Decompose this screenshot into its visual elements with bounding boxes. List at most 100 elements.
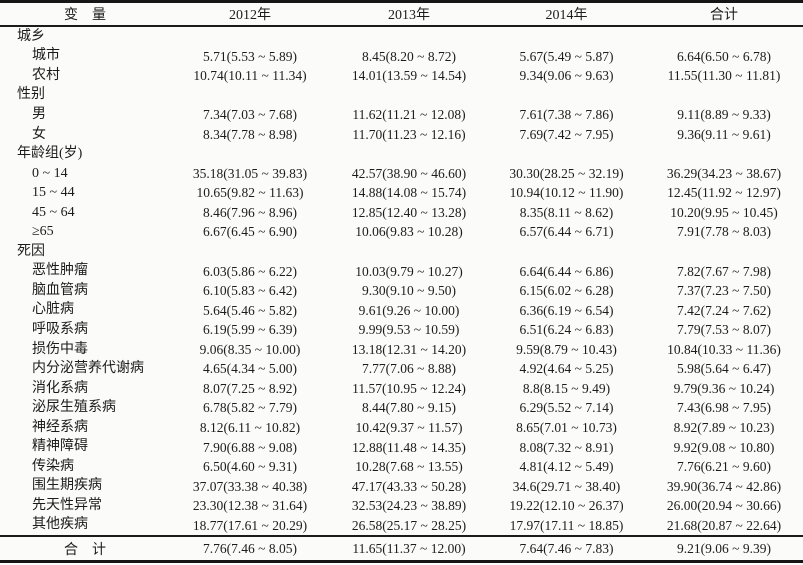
row-label: ≥65 xyxy=(32,224,54,240)
table-row: 脑血管病 6.10(5.83 ~ 6.42) 9.30(9.10 ~ 9.50) 6.… xyxy=(0,281,803,301)
value-cell-year-2013: 14.88(14.08 ~ 15.74) xyxy=(351,185,467,201)
table-header: 变 量 2012年 2013年 2014年 合计 xyxy=(0,1,803,27)
value-cell-year-2013: 26.58(25.17 ~ 28.25) xyxy=(351,517,467,533)
table-row: 性别 xyxy=(0,86,803,106)
value-cell-year-2014: 6.57(6.44 ~ 6.71) xyxy=(519,224,614,240)
value-cell-total: 9.79(9.36 ~ 10.24) xyxy=(673,380,775,396)
value-cell-year-2012: 8.34(7.78 ~ 8.98) xyxy=(203,126,297,142)
value-cell-year-2012: 6.78(5.82 ~ 7.79) xyxy=(203,400,297,416)
row-label: 脑血管病 xyxy=(32,282,88,298)
value-cell-year-2014 xyxy=(488,86,645,106)
value-cell-year-2012: 37.07(33.38 ~ 40.38) xyxy=(192,478,308,494)
value-cell-year-2014: 8.08(7.32 ~ 8.91) xyxy=(519,439,614,455)
table-row: 15 ~ 44 10.65(9.82 ~ 11.63) 14.88(14.08 ~ … xyxy=(0,183,803,203)
value-cell-year-2013: 32.53(24.23 ~ 38.89) xyxy=(351,498,467,514)
value-cell-total: 10.20(9.95 ~ 10.45) xyxy=(670,204,778,220)
row-label: 泌尿生殖系病 xyxy=(32,400,116,416)
value-cell-year-2012: 10.65(9.82 ~ 11.63) xyxy=(196,185,304,201)
value-cell-total xyxy=(645,26,803,47)
column-header-variable: 变 量 xyxy=(0,1,170,27)
value-cell-year-2012: 4.65(4.34 ~ 5.00) xyxy=(203,361,297,377)
value-cell-year-2013: 8.44(7.80 ~ 9.15) xyxy=(362,400,456,416)
value-cell-total xyxy=(645,144,803,164)
value-cell-year-2012: 6.50(4.60 ~ 9.31) xyxy=(203,459,297,475)
value-cell-year-2013: 9.61(9.26 ~ 10.00) xyxy=(358,302,460,318)
table-row: 先天性异常 23.30(12.38 ~ 31.64) 32.53(24.23 ~ 3… xyxy=(0,496,803,516)
value-cell-year-2013 xyxy=(330,26,488,47)
value-cell-year-2012: 23.30(12.38 ~ 31.64) xyxy=(192,498,308,514)
value-cell-year-2012: 5.64(5.46 ~ 5.82) xyxy=(203,302,297,318)
value-cell-year-2012: 10.74(10.11 ~ 11.34) xyxy=(193,68,307,84)
value-cell-total: 39.90(36.74 ~ 42.86) xyxy=(666,478,782,494)
row-label: 精神障碍 xyxy=(32,439,88,455)
row-label: 男 xyxy=(32,106,46,122)
value-cell-year-2013: 10.03(9.79 ~ 10.27) xyxy=(355,263,463,279)
table-row: 城乡 xyxy=(0,26,803,47)
row-label: 呼吸系病 xyxy=(32,321,88,337)
row-label: 神经系病 xyxy=(32,419,88,435)
total-value-cell-year-2012: 7.76(7.46 ~ 8.05) xyxy=(170,535,330,562)
value-cell-total: 21.68(20.87 ~ 22.64) xyxy=(666,517,782,533)
table-row: 45 ~ 64 8.46(7.96 ~ 8.96) 12.85(12.40 ~ 13… xyxy=(0,203,803,223)
value-cell-year-2012: 9.06(8.35 ~ 10.00) xyxy=(199,341,301,357)
table-row: 恶性肿瘤 6.03(5.86 ~ 6.22) 10.03(9.79 ~ 10.27)… xyxy=(0,262,803,282)
value-cell-year-2013: 13.18(12.31 ~ 14.20) xyxy=(351,341,467,357)
value-cell-year-2014: 6.51(6.24 ~ 6.83) xyxy=(519,322,614,338)
value-cell-year-2014: 6.15(6.02 ~ 6.28) xyxy=(519,283,614,299)
table-row: 内分泌营养代谢病 4.65(4.34 ~ 5.00) 7.77(7.06 ~ 8.8… xyxy=(0,359,803,379)
value-cell-year-2013: 47.17(43.33 ~ 50.28) xyxy=(351,478,467,494)
group-label: 性别 xyxy=(17,87,45,103)
value-cell-year-2012: 8.07(7.25 ~ 8.92) xyxy=(203,380,297,396)
value-cell-year-2014: 8.8(8.15 ~ 9.49) xyxy=(522,380,611,396)
value-cell-total: 9.92(9.08 ~ 10.80) xyxy=(673,439,775,455)
value-cell-year-2014: 8.65(7.01 ~ 10.73) xyxy=(516,419,617,435)
table-row: 围生期疾病 37.07(33.38 ~ 40.38) 47.17(43.33 ~ 5… xyxy=(0,477,803,497)
value-cell-total: 36.29(34.23 ~ 38.67) xyxy=(666,165,782,181)
value-cell-year-2012: 6.67(6.45 ~ 6.90) xyxy=(203,224,297,240)
value-cell-total: 9.36(9.11 ~ 9.61) xyxy=(677,126,771,142)
table-footer: 合 计 7.76(7.46 ~ 8.05) 11.65(11.37 ~ 12.00… xyxy=(0,535,803,562)
value-cell-total: 12.45(11.92 ~ 12.97) xyxy=(667,185,781,201)
value-cell-year-2014: 30.30(28.25 ~ 32.19) xyxy=(509,165,624,181)
value-cell-year-2014: 7.69(7.42 ~ 7.95) xyxy=(519,126,614,142)
row-label: 消化系病 xyxy=(32,380,88,396)
table-row: 心脏病 5.64(5.46 ~ 5.82) 9.61(9.26 ~ 10.00) 6.… xyxy=(0,301,803,321)
value-cell-year-2012: 5.71(5.53 ~ 5.89) xyxy=(203,48,297,64)
value-cell-total: 8.92(7.89 ~ 10.23) xyxy=(673,419,775,435)
row-label: 传染病 xyxy=(32,458,74,474)
value-cell-year-2013: 10.42(9.37 ~ 11.57) xyxy=(355,419,463,435)
value-cell-year-2013: 11.57(10.95 ~ 12.24) xyxy=(352,380,466,396)
value-cell-year-2012 xyxy=(170,242,330,262)
value-cell-total: 10.84(10.33 ~ 11.36) xyxy=(667,341,781,357)
value-cell-total: 11.55(11.30 ~ 11.81) xyxy=(667,68,781,84)
row-label: 农村 xyxy=(32,67,60,83)
value-cell-total: 7.37(7.23 ~ 7.50) xyxy=(677,283,771,299)
total-row-label: 合 计 xyxy=(0,535,170,562)
value-cell-year-2012: 6.19(5.99 ~ 6.39) xyxy=(203,322,297,338)
value-cell-year-2013: 9.30(9.10 ~ 9.50) xyxy=(362,283,456,299)
value-cell-year-2013: 7.77(7.06 ~ 8.88) xyxy=(362,361,456,377)
column-header-year-2014: 2014年 xyxy=(488,1,645,27)
value-cell-year-2014: 10.94(10.12 ~ 11.90) xyxy=(509,185,624,201)
value-cell-year-2013 xyxy=(330,242,488,262)
value-cell-year-2014: 17.97(17.11 ~ 18.85) xyxy=(509,517,624,533)
row-label: 15 ~ 44 xyxy=(32,185,75,201)
row-label: 围生期疾病 xyxy=(32,478,102,494)
value-cell-year-2014: 19.22(12.10 ~ 26.37) xyxy=(509,498,624,514)
value-cell-year-2013 xyxy=(330,144,488,164)
value-cell-year-2014: 8.35(8.11 ~ 8.62) xyxy=(519,204,614,220)
value-cell-year-2014 xyxy=(488,242,645,262)
row-label: 损伤中毒 xyxy=(32,341,88,357)
row-label: 女 xyxy=(32,126,46,142)
value-cell-year-2012: 7.90(6.88 ~ 9.08) xyxy=(203,439,297,455)
row-label: 恶性肿瘤 xyxy=(32,263,88,279)
table-row: 年龄组(岁) xyxy=(0,144,803,164)
value-cell-year-2014: 6.29(5.52 ~ 7.14) xyxy=(519,400,614,416)
table-body: 城乡 城市 5.71(5.53 ~ 5.89) 8.45(8.20 ~ 8.72) 5.… xyxy=(0,26,803,536)
value-cell-year-2014: 34.6(29.71 ~ 38.40) xyxy=(512,478,621,494)
value-cell-total: 7.43(6.98 ~ 7.95) xyxy=(677,400,771,416)
table-row: 损伤中毒 9.06(8.35 ~ 10.00) 13.18(12.31 ~ 14.2… xyxy=(0,340,803,360)
group-label: 城乡 xyxy=(17,28,45,44)
